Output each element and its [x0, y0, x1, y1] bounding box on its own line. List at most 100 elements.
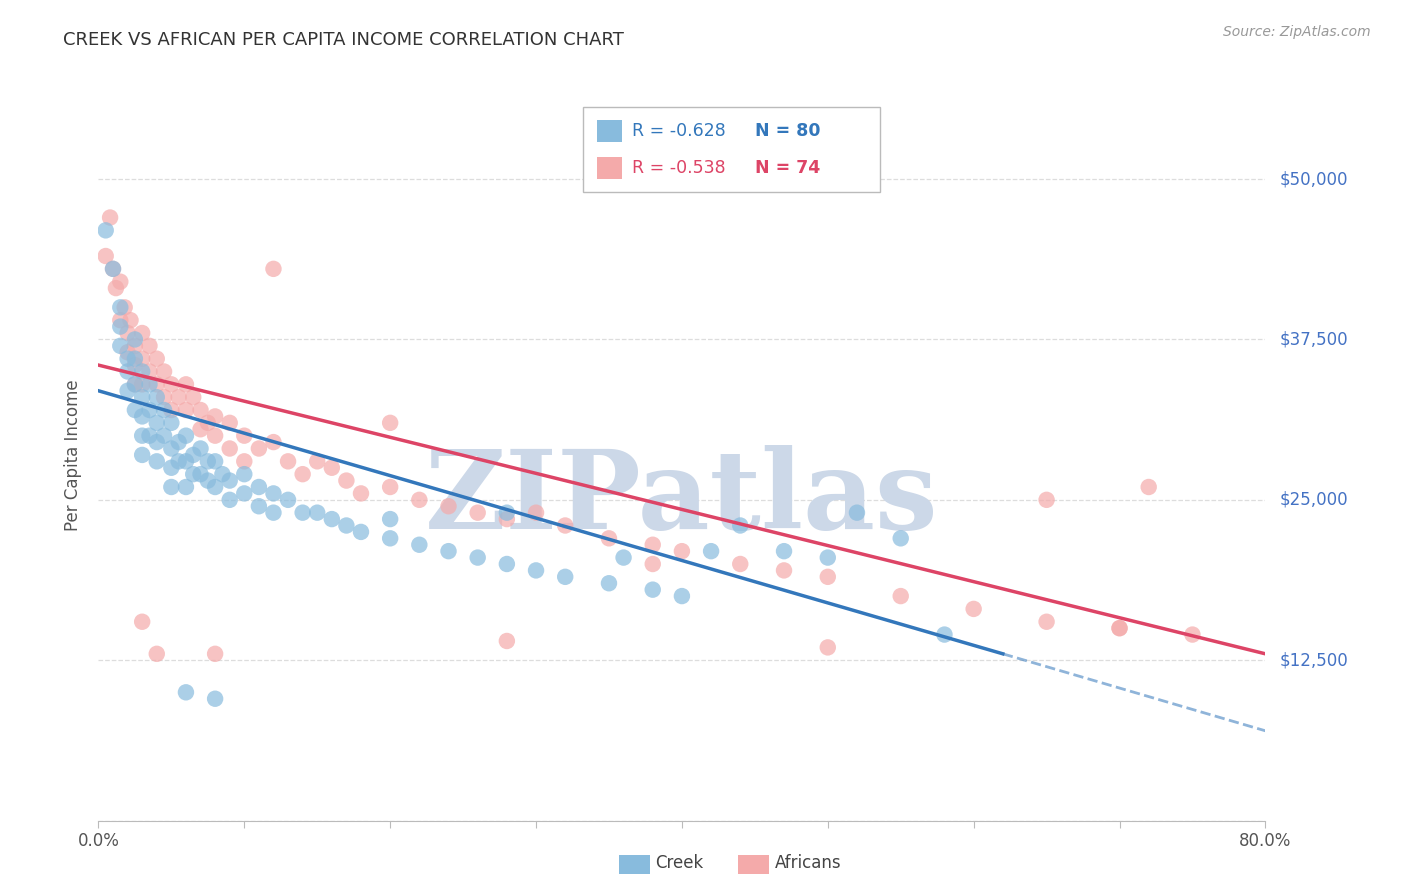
Point	[120, 313, 142, 327]
Point	[890, 589, 912, 603]
Point	[167, 435, 190, 450]
Point	[131, 409, 153, 424]
Point	[160, 460, 183, 475]
Point	[218, 416, 240, 430]
Point	[167, 454, 190, 468]
Point	[335, 474, 357, 488]
Y-axis label: Per Capita Income: Per Capita Income	[65, 379, 83, 531]
Point	[117, 345, 139, 359]
Point	[110, 319, 132, 334]
Point	[233, 428, 256, 442]
Point	[131, 364, 153, 378]
Point	[554, 570, 576, 584]
Point	[496, 512, 519, 526]
Point	[524, 506, 547, 520]
Point	[204, 428, 226, 442]
Text: N = 80: N = 80	[755, 122, 821, 140]
Point	[110, 313, 132, 327]
Point	[350, 486, 373, 500]
Point	[153, 390, 176, 404]
Point	[671, 589, 693, 603]
Point	[817, 570, 839, 584]
Point	[124, 333, 146, 347]
Point	[110, 301, 132, 315]
Point	[131, 428, 153, 442]
Point	[211, 467, 233, 482]
Point	[131, 377, 153, 392]
Point	[380, 480, 402, 494]
Point	[233, 454, 256, 468]
Text: ZIPatlas: ZIPatlas	[425, 445, 939, 552]
Point	[131, 351, 153, 366]
Point	[117, 351, 139, 366]
Point	[218, 474, 240, 488]
Point	[124, 339, 146, 353]
Point	[117, 326, 139, 340]
Point	[437, 544, 460, 558]
Point	[138, 339, 160, 353]
Point	[612, 550, 634, 565]
Point	[890, 532, 912, 546]
Point	[1035, 492, 1057, 507]
Text: $12,500: $12,500	[1279, 651, 1348, 669]
Point	[554, 518, 576, 533]
Point	[181, 390, 204, 404]
Point	[101, 261, 124, 276]
Point	[190, 403, 212, 417]
Point	[247, 500, 270, 514]
Point	[233, 486, 256, 500]
Point	[204, 454, 226, 468]
Point	[496, 506, 519, 520]
Point	[197, 416, 219, 430]
Point	[817, 550, 839, 565]
Point	[641, 557, 664, 571]
Point	[380, 416, 402, 430]
Point	[380, 532, 402, 546]
Point	[218, 492, 240, 507]
Point	[98, 211, 121, 225]
Point	[124, 351, 146, 366]
Point	[160, 480, 183, 494]
Point	[408, 492, 430, 507]
Point	[174, 377, 197, 392]
Text: R = -0.538: R = -0.538	[631, 159, 725, 178]
Point	[131, 615, 153, 629]
Point	[197, 474, 219, 488]
Point	[1181, 627, 1204, 641]
Point	[160, 377, 183, 392]
Point	[233, 467, 256, 482]
Point	[962, 602, 984, 616]
Point	[934, 627, 956, 641]
Point	[730, 518, 752, 533]
Text: CREEK VS AFRICAN PER CAPITA INCOME CORRELATION CHART: CREEK VS AFRICAN PER CAPITA INCOME CORRE…	[63, 31, 624, 49]
Point	[641, 538, 664, 552]
Text: R = -0.628: R = -0.628	[631, 122, 725, 140]
Point	[138, 364, 160, 378]
Point	[496, 557, 519, 571]
Point	[467, 506, 489, 520]
Text: $37,500: $37,500	[1279, 330, 1348, 349]
Point	[104, 281, 127, 295]
Point	[204, 647, 226, 661]
Point	[700, 544, 723, 558]
Point	[1137, 480, 1160, 494]
Text: Source: ZipAtlas.com: Source: ZipAtlas.com	[1223, 25, 1371, 39]
Point	[291, 506, 314, 520]
Point	[641, 582, 664, 597]
Point	[124, 358, 146, 372]
Point	[124, 377, 146, 392]
Point	[153, 403, 176, 417]
Point	[204, 480, 226, 494]
Point	[153, 364, 176, 378]
Point	[160, 416, 183, 430]
Point	[94, 223, 117, 237]
Point	[496, 634, 519, 648]
Point	[146, 416, 169, 430]
Point	[110, 275, 132, 289]
Point	[247, 442, 270, 456]
Point	[817, 640, 839, 655]
Point	[321, 460, 343, 475]
Point	[160, 403, 183, 417]
Point	[131, 390, 153, 404]
Point	[277, 492, 299, 507]
